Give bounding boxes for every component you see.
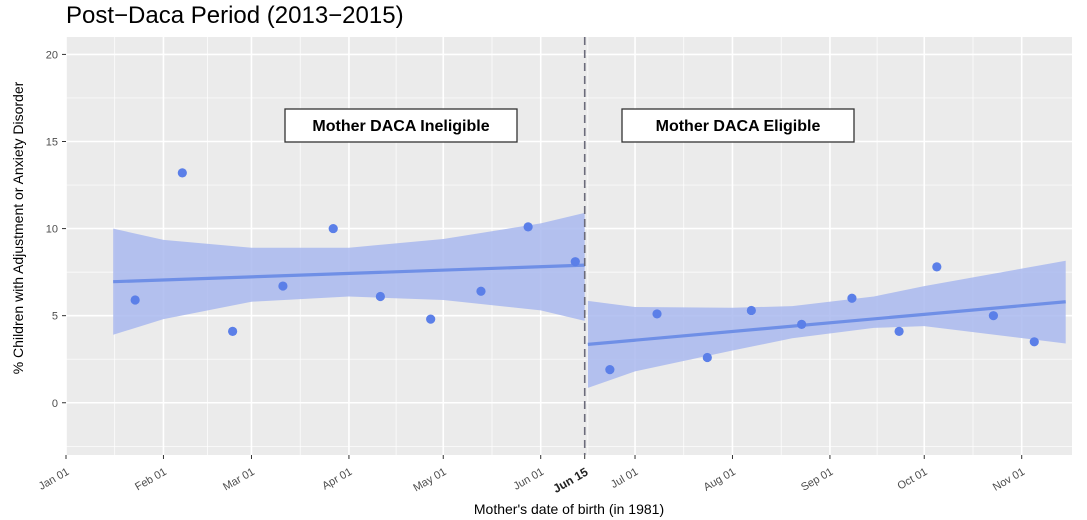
x-tick-label: May 01 xyxy=(411,466,448,494)
y-tick-label: 0 xyxy=(52,398,58,410)
data-point xyxy=(894,326,904,336)
data-point xyxy=(702,352,712,363)
data-point xyxy=(278,281,288,291)
x-tick-label: Aug 01 xyxy=(702,466,738,494)
x-tick-label: Jul 01 xyxy=(609,466,640,491)
chart-title: Post−Daca Period (2013−2015) xyxy=(66,2,404,29)
panel-label-box: Mother DACA Ineligible xyxy=(284,108,518,143)
x-tick-label: Mar 01 xyxy=(221,466,257,494)
panel-label-frame xyxy=(284,108,518,143)
y-tick-label: 15 xyxy=(46,137,58,149)
panel-label: Mother DACA Ineligible xyxy=(312,118,489,135)
data-point xyxy=(652,309,662,319)
x-tick-label: Nov 01 xyxy=(991,466,1027,494)
panel-label-frame xyxy=(621,108,855,143)
x-tick-label: Jun 01 xyxy=(511,466,546,493)
x-tick-label: Apr 01 xyxy=(320,466,354,493)
y-tick-label: 20 xyxy=(46,49,58,61)
data-point xyxy=(177,168,187,178)
data-point xyxy=(932,262,942,272)
x-tick-label: Jun 15 xyxy=(550,465,590,496)
y-tick-label: 10 xyxy=(46,224,58,236)
y-axis-title: % Children with Adjustment or Anxiety Di… xyxy=(10,81,26,374)
data-point xyxy=(847,293,857,303)
data-point xyxy=(988,311,999,321)
data-point xyxy=(523,222,533,232)
panel-labels: Mother DACA Ineligible Mother DACA Eligib… xyxy=(284,108,855,143)
y-tick-label: 5 xyxy=(52,311,58,323)
data-point xyxy=(570,257,580,267)
x-tick-label: Feb 01 xyxy=(133,466,169,494)
data-point xyxy=(797,319,807,329)
data-point xyxy=(476,286,486,296)
fit-lines xyxy=(113,263,1066,346)
panel-label-box: Mother DACA Eligible xyxy=(621,108,855,143)
data-point xyxy=(1029,337,1039,347)
data-point xyxy=(375,291,385,302)
data-point xyxy=(328,223,338,234)
x-axis: Jan 01 Feb 01 Mar 01 Apr 01 May 01 Jun 01 Jun … xyxy=(37,455,1027,496)
x-tick-label: Sep 01 xyxy=(799,466,835,494)
data-point xyxy=(228,326,238,336)
panel-label: Mother DACA Eligible xyxy=(656,118,821,135)
x-tick-label: Jan 01 xyxy=(37,466,72,493)
data-point xyxy=(605,365,615,375)
fit-line xyxy=(587,300,1066,346)
data-points xyxy=(130,168,1039,375)
data-point xyxy=(746,305,756,316)
fit-line xyxy=(113,263,585,284)
x-axis-title: Mother's date of birth (in 1981) xyxy=(474,501,664,517)
x-tick-label: Oct 01 xyxy=(896,466,930,493)
data-point xyxy=(130,295,140,305)
y-axis: 0 5 10 15 20 xyxy=(46,49,66,410)
data-point xyxy=(426,314,436,324)
